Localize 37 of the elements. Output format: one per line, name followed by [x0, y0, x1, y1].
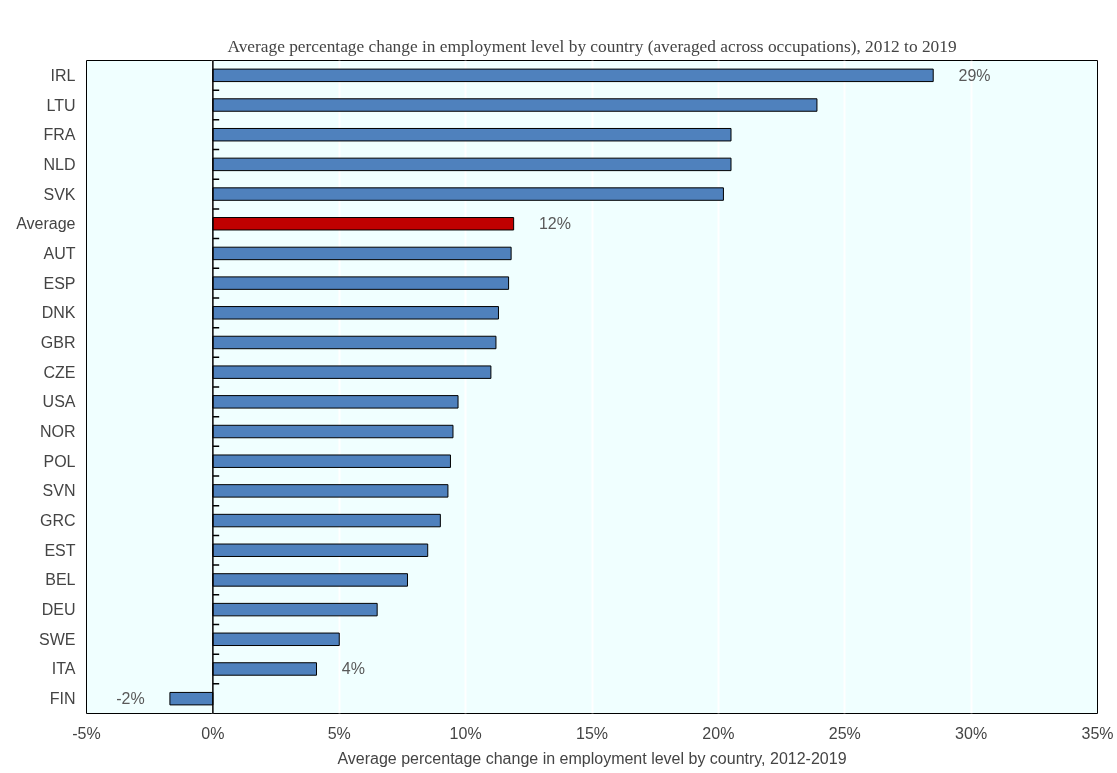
- y-tick-label: EST: [44, 541, 76, 559]
- y-tick-label: AUT: [43, 244, 76, 262]
- x-tick-label: 20%: [702, 724, 735, 742]
- y-tick-label: POL: [43, 452, 76, 470]
- x-tick-label: 0%: [201, 724, 225, 742]
- data-label: 4%: [341, 660, 365, 678]
- y-tick-label: SVN: [42, 482, 76, 500]
- y-tick-label: USA: [42, 393, 76, 411]
- y-tick-label: Average: [16, 215, 76, 233]
- y-tick-label: SWE: [39, 630, 76, 648]
- x-tick-label: 35%: [1081, 724, 1114, 742]
- data-label: 12%: [538, 215, 571, 233]
- y-tick-label: GBR: [40, 333, 76, 351]
- y-tick-label: BEL: [45, 571, 76, 589]
- data-label: -2%: [116, 690, 145, 708]
- y-tick-label: ESP: [43, 274, 76, 292]
- y-tick-label: NLD: [43, 155, 76, 173]
- y-tick-label: CZE: [43, 363, 76, 381]
- y-tick-label: DNK: [41, 304, 76, 322]
- y-tick-label: GRC: [39, 512, 76, 530]
- x-tick-label: 5%: [327, 724, 351, 742]
- x-tick-label: -5%: [72, 724, 101, 742]
- x-tick-label: 15%: [575, 724, 609, 742]
- y-tick-label: FIN: [49, 690, 76, 708]
- x-tick-label: 30%: [955, 724, 988, 742]
- chart-title: Average percentage change in employment level by country (averaged across occupations), 2012 to 2019: [227, 36, 957, 56]
- x-tick-label: 10%: [449, 724, 482, 742]
- y-tick-label: ITA: [51, 660, 76, 678]
- y-tick-label: LTU: [46, 96, 76, 114]
- data-label: 29%: [958, 66, 991, 84]
- y-tick-label: SVK: [43, 185, 76, 203]
- y-tick-label: DEU: [41, 601, 76, 619]
- y-tick-label: IRL: [50, 66, 76, 84]
- x-axis-title: Average percentage change in employment level by country, 2012-2019: [337, 749, 847, 767]
- y-tick-label: NOR: [39, 423, 76, 441]
- x-tick-label: 25%: [828, 724, 861, 742]
- y-tick-label: FRA: [43, 126, 76, 144]
